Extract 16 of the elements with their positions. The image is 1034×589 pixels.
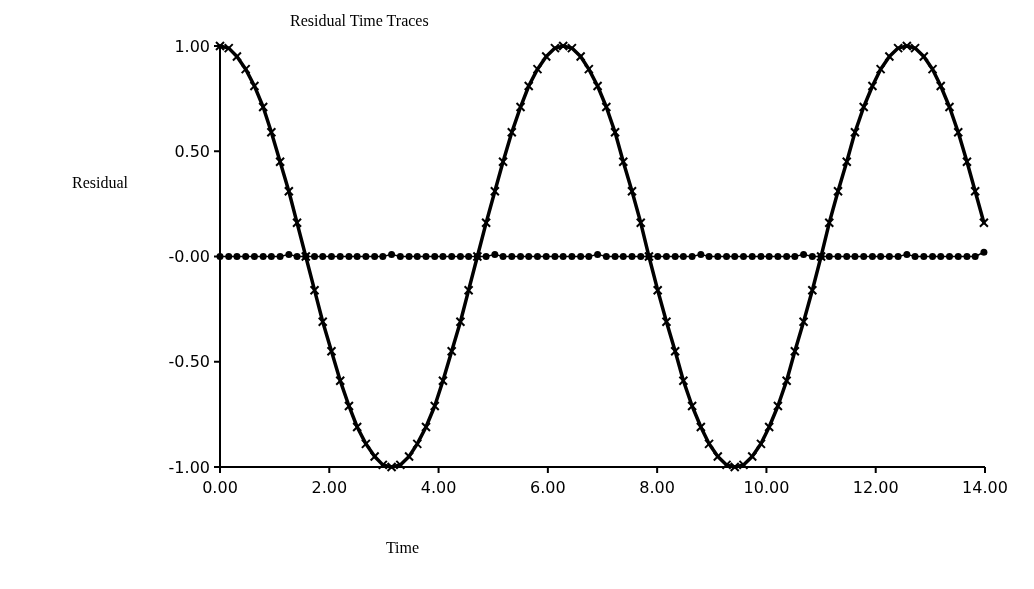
x-tick-label: 14.00 — [962, 478, 1008, 497]
x-tick-label: 10.00 — [743, 478, 790, 497]
x-tick-label: 6.00 — [530, 478, 566, 497]
x-tick-label: 4.00 — [420, 478, 457, 497]
y-tick-label: -1.00 — [168, 457, 210, 477]
y-tick-label: 1.00 — [174, 36, 210, 56]
chart-title: Residual Time Traces — [290, 12, 429, 29]
y-tick-label: -0.50 — [168, 352, 210, 372]
y-tick-label: 0.50 — [174, 141, 210, 161]
y-axis-title: Residual — [72, 174, 129, 192]
x-tick-label: 12.00 — [852, 478, 899, 497]
x-tick-label: 0.00 — [202, 478, 238, 497]
x-tick-label: 2.00 — [311, 478, 348, 497]
x-axis-title: Time — [385, 539, 420, 556]
x-tick-label: 8.00 — [639, 478, 675, 497]
y-tick-label: -0.00 — [168, 247, 210, 267]
